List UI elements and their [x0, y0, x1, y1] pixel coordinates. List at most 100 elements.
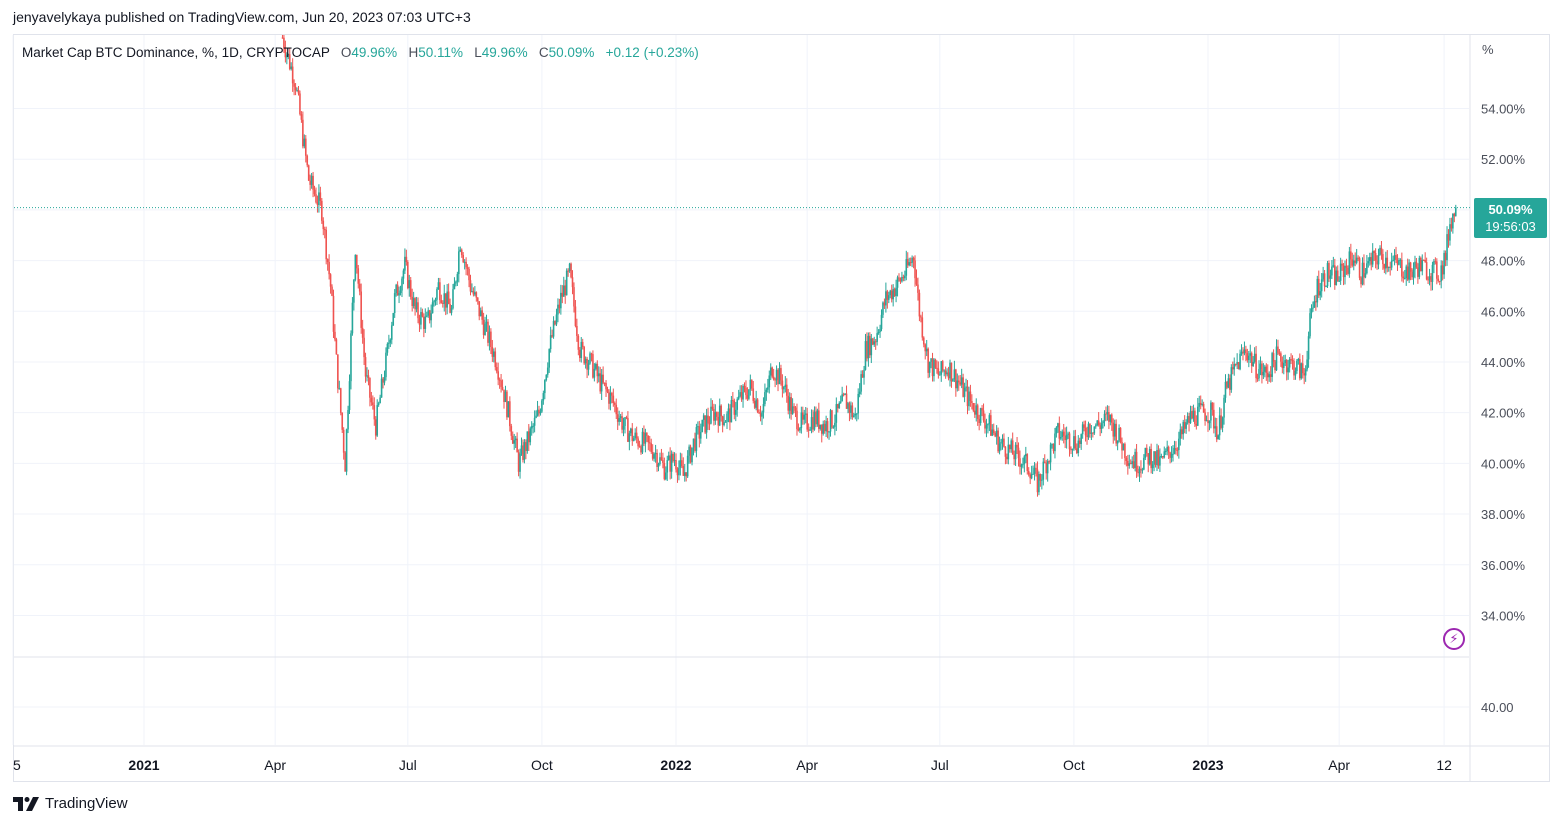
candle-body	[586, 358, 588, 370]
candle-body	[1274, 361, 1276, 371]
candle-body	[1078, 440, 1081, 445]
candle-body	[663, 462, 666, 480]
candle-body	[994, 433, 996, 437]
candle-body	[928, 361, 931, 373]
candle-body	[756, 399, 759, 413]
candle-body	[895, 287, 897, 296]
candle-body	[434, 299, 437, 302]
candle-body	[1414, 261, 1416, 270]
candle-body	[539, 411, 542, 414]
candle-body	[682, 466, 685, 476]
candle-body	[1319, 291, 1322, 296]
candle-body	[1199, 402, 1202, 405]
candle-body	[1223, 397, 1225, 418]
candle-body	[781, 380, 784, 390]
candle-body	[1285, 360, 1288, 373]
candle-body	[377, 403, 380, 406]
candle-body	[1099, 425, 1101, 429]
candle-body	[704, 415, 706, 433]
candle-body	[484, 323, 486, 335]
candle-body	[660, 457, 663, 461]
candle-body	[1043, 461, 1046, 463]
candle-body	[981, 408, 983, 411]
candle-body	[812, 417, 814, 430]
candle-body	[1245, 349, 1247, 354]
candle-body	[380, 378, 383, 398]
candle-body	[1393, 255, 1396, 260]
candle-body	[452, 289, 454, 309]
candle-body	[1076, 448, 1078, 453]
candle-body	[972, 402, 975, 411]
price-tick-label: 40.00%	[1481, 456, 1526, 471]
candle-body	[838, 402, 841, 409]
candle-body	[1128, 463, 1131, 466]
candle-body	[487, 321, 489, 343]
candle-body	[589, 353, 591, 364]
candle-body	[771, 367, 773, 377]
candle-body	[1087, 423, 1090, 438]
candle-body	[939, 374, 941, 376]
candle-body	[921, 317, 924, 338]
candle-body	[924, 344, 927, 352]
candle-body	[950, 362, 953, 382]
candle-body	[901, 276, 903, 282]
candle-body	[1173, 448, 1176, 454]
candle-body	[444, 293, 447, 308]
candle-body	[644, 433, 647, 444]
time-axis-label: 12	[1436, 757, 1452, 773]
candle-body	[1154, 451, 1157, 465]
candle-body	[599, 373, 602, 392]
candle-body	[603, 382, 606, 384]
footer-brand-text: TradingView	[45, 795, 128, 812]
candle-body	[1208, 420, 1211, 424]
candle-body	[1175, 448, 1177, 450]
candle-body	[1411, 271, 1413, 278]
candle-body	[479, 310, 482, 317]
candle-body	[595, 363, 597, 369]
candle-body	[313, 189, 316, 195]
candle-body	[441, 302, 444, 304]
candle-body	[1363, 262, 1365, 278]
candle-body	[749, 379, 752, 390]
candle-body	[1317, 278, 1320, 296]
candle-body	[490, 331, 492, 348]
candle-body	[1307, 336, 1310, 360]
candle-body	[304, 138, 307, 156]
candle-body	[774, 379, 776, 381]
candle-body	[1038, 474, 1040, 493]
publisher-line: jenyavelykaya published on TradingView.c…	[13, 9, 471, 25]
time-axis-labels: 5 2021 Apr Jul Oct 2022 Apr Jul Oct 2023 Apr 12	[13, 757, 1452, 773]
candle-body	[729, 408, 731, 423]
candle-body	[899, 278, 902, 282]
candle-body	[851, 405, 854, 418]
candle-body	[1402, 276, 1405, 279]
candle-body	[1051, 444, 1053, 446]
candle-body	[1041, 479, 1043, 481]
candle-body	[809, 429, 811, 431]
candle-body	[637, 438, 639, 447]
candle-body	[1354, 260, 1357, 263]
candle-body	[367, 375, 370, 378]
candle-body	[1243, 349, 1246, 354]
candle-body	[1086, 435, 1088, 438]
candle-body	[688, 446, 690, 456]
candle-body	[847, 403, 849, 409]
candle-body	[638, 446, 641, 448]
candle-body	[1145, 447, 1148, 454]
candle-body	[1205, 420, 1208, 422]
candle-body	[1131, 461, 1134, 465]
candle-body	[1352, 260, 1355, 266]
candle-body	[584, 358, 587, 364]
candle-body	[818, 410, 820, 429]
tradingview-logo-icon	[13, 796, 39, 811]
chart-legend[interactable]: Market Cap BTC Dominance, %, 1D, CRYPTOC…	[22, 45, 699, 60]
candle-body	[611, 393, 613, 396]
candle-body	[775, 369, 778, 381]
footer-branding[interactable]: TradingView	[13, 795, 128, 812]
candle-body	[545, 374, 548, 381]
candle-body	[1224, 381, 1227, 398]
candle-body	[1291, 359, 1294, 362]
lightning-icon[interactable]: ⚡	[1443, 628, 1465, 650]
time-axis-label: Oct	[1063, 757, 1085, 773]
